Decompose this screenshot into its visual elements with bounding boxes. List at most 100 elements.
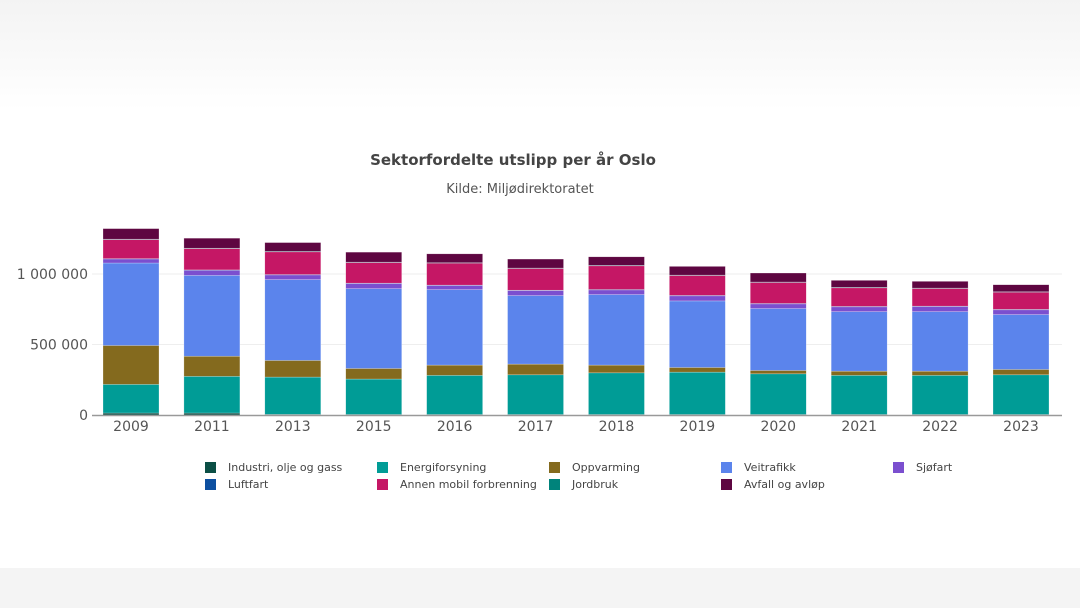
bar-segment: [426, 262, 483, 286]
bar-segment: [830, 280, 888, 288]
bar-segment: [426, 364, 483, 376]
bar-segment: [992, 291, 1050, 310]
legend-label: Energiforsyning: [400, 461, 487, 474]
x-tick-label: 2013: [275, 419, 311, 435]
bar-segment: [830, 370, 888, 376]
legend-swatch: [549, 462, 560, 473]
bar-segment: [911, 375, 969, 415]
bar-segment: [345, 288, 402, 369]
bar-segment: [992, 314, 1050, 370]
bar-segment: [588, 256, 645, 266]
legend-label: Sjøfart: [916, 461, 953, 474]
y-tick-label: 500 000: [30, 338, 88, 354]
bar-segment: [507, 267, 564, 291]
bar-segment: [669, 300, 726, 368]
legend: Industri, olje og gass Energiforsyning Opp…: [205, 461, 1005, 491]
bar-segment: [345, 378, 402, 415]
bar-segment: [183, 376, 241, 414]
bar-segment: [426, 289, 483, 366]
legend-item[interactable]: Jordbruk: [549, 478, 721, 491]
x-tick-label: 2016: [437, 419, 473, 435]
bar-segment: [911, 281, 969, 289]
legend-swatch: [721, 462, 732, 473]
bar-segment: [669, 275, 726, 296]
x-tick-label: 2019: [680, 419, 716, 435]
bar-segment: [264, 242, 322, 252]
bar-segment: [507, 258, 564, 269]
bar-segment: [750, 373, 807, 415]
bar-segment: [183, 355, 241, 377]
bar-segment: [750, 281, 807, 304]
x-tick-label: 2011: [194, 419, 230, 435]
bar-segment: [911, 287, 969, 307]
bar-segment: [992, 284, 1050, 293]
y-tick-label: 1 000 000: [17, 267, 88, 283]
x-tick-label: 2017: [518, 419, 554, 435]
bar-segment: [507, 295, 564, 365]
legend-swatch: [549, 479, 560, 490]
bar-segment: [264, 251, 322, 275]
bar-segment: [183, 412, 241, 416]
bar-segment: [183, 237, 241, 249]
bar-segment: [507, 363, 564, 376]
legend-label: Avfall og avløp: [744, 478, 825, 491]
bar-segment: [507, 290, 564, 296]
bar-segment: [345, 251, 402, 263]
bar-segment: [426, 253, 483, 263]
bar-segment: [183, 269, 241, 276]
bar-segment: [102, 412, 160, 416]
legend-item[interactable]: Energiforsyning: [377, 461, 549, 474]
bar-segment: [750, 308, 807, 371]
bar-segment: [264, 279, 322, 361]
bar-segment: [426, 285, 483, 290]
x-tick-label: 2009: [113, 419, 149, 435]
legend-label: Jordbruk: [572, 478, 619, 491]
x-tick-label: 2022: [922, 419, 958, 435]
legend-label: Veitrafikk: [744, 461, 796, 474]
legend-label: Annen mobil forbrenning: [400, 478, 537, 491]
bar-segment: [830, 306, 888, 312]
bar-segment: [264, 376, 322, 415]
legend-swatch: [721, 479, 732, 490]
bar-segment: [992, 374, 1050, 415]
bar-segment: [588, 372, 645, 415]
background-top-band: [0, 0, 1080, 110]
bar-segment: [102, 345, 160, 385]
legend-swatch: [377, 479, 388, 490]
legend-swatch: [205, 462, 216, 473]
legend-item[interactable]: Veitrafikk: [721, 461, 893, 474]
bar-segment: [507, 374, 564, 415]
y-tick-label: 0: [79, 408, 88, 424]
legend-item[interactable]: Sjøfart: [893, 461, 1013, 474]
x-tick-label: 2020: [760, 419, 796, 435]
bar-segment: [588, 289, 645, 295]
bar-segment: [102, 384, 160, 414]
bar-segment: [750, 370, 807, 375]
legend-item[interactable]: Avfall og avløp: [721, 478, 893, 491]
bar-segment: [588, 265, 645, 290]
bar-segment: [588, 294, 645, 366]
bar-segment: [183, 275, 241, 357]
legend-swatch: [893, 462, 904, 473]
chart-title: Sektorfordelte utslipp per år Oslo: [370, 151, 656, 169]
x-tick-label: 2023: [1003, 419, 1039, 435]
bar-segment: [345, 368, 402, 380]
bar-segment: [669, 266, 726, 276]
bar-segment: [830, 311, 888, 372]
bar-segment: [669, 371, 726, 415]
legend-item[interactable]: Annen mobil forbrenning: [377, 478, 549, 491]
bar-segment: [830, 287, 888, 307]
bar-segment: [669, 367, 726, 373]
bar-segment: [992, 369, 1050, 376]
legend-swatch: [205, 479, 216, 490]
bar-segment: [345, 262, 402, 284]
bar-segment: [911, 311, 969, 372]
bar-segment: [264, 274, 322, 280]
legend-item[interactable]: Luftfart: [205, 478, 377, 491]
legend-label: Industri, olje og gass: [228, 461, 343, 474]
legend-item[interactable]: Industri, olje og gass: [205, 461, 377, 474]
bar-segment: [345, 283, 402, 289]
bar-segment: [911, 370, 969, 376]
legend-item[interactable]: Oppvarming: [549, 461, 721, 474]
legend-label: Luftfart: [228, 478, 269, 491]
